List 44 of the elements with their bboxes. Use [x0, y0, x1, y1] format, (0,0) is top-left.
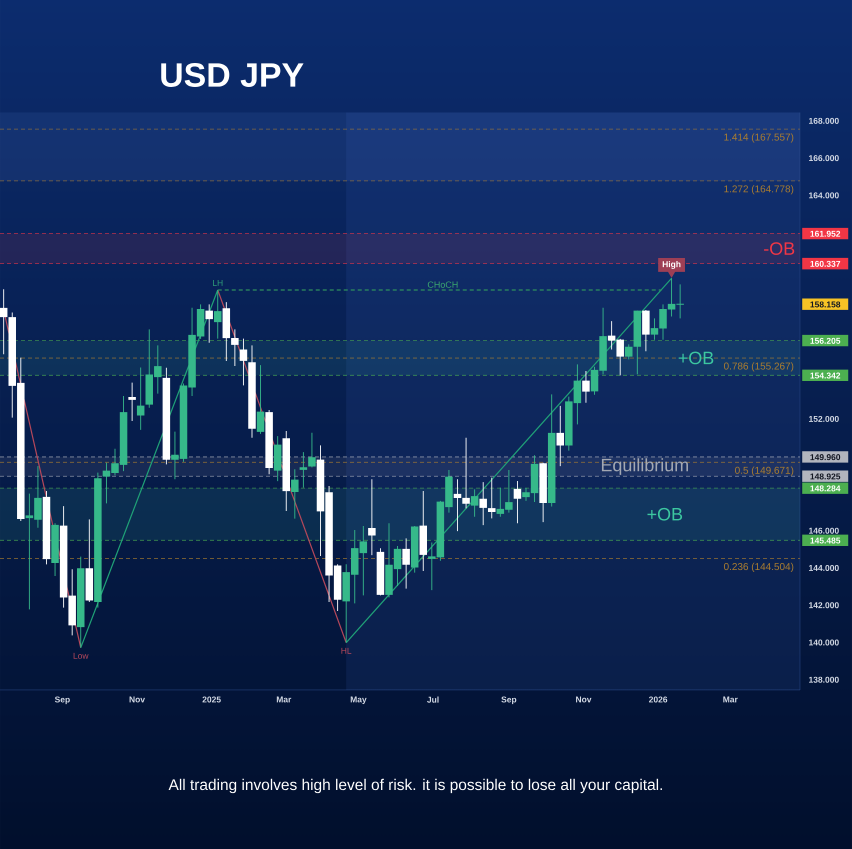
x-tick-label: Nov [130, 696, 145, 702]
band-label: +OB [647, 508, 682, 521]
x-tick-label: Mar [723, 696, 738, 702]
annotation: CHoCH [428, 281, 458, 288]
y-tick-label: 152.000 [809, 416, 839, 422]
annotation: LH [213, 280, 222, 286]
ref-line-label: 148.925 [810, 473, 840, 480]
x-tick-label: Nov [576, 696, 592, 702]
ref-line-label: 160.337 [810, 260, 840, 267]
y-tick-label: 144.000 [809, 564, 839, 571]
annotation: High [662, 260, 680, 269]
x-tick-label: 2025 [202, 696, 221, 702]
x-tick-label: Mar [276, 696, 292, 702]
annotation: 1.414 (167.557) [724, 133, 794, 143]
x-tick-label: Sep [501, 696, 516, 704]
y-tick-label: 138.000 [809, 676, 839, 683]
ref-line-label: 154.342 [810, 372, 840, 379]
x-tick-label: Sep [54, 696, 70, 704]
y-tick-label: 164.000 [809, 192, 839, 198]
y-tick-label: 142.000 [809, 602, 839, 608]
x-tick-label: 2026 [648, 696, 668, 702]
text: All trading involves high level of risk. it is possible to lose all your capital. [168, 778, 662, 794]
ref-line-label: 149.960 [810, 454, 840, 460]
band-label: -OB [764, 242, 794, 255]
chart-title: USD JPY [161, 62, 304, 87]
y-tick-label: 146.000 [809, 528, 839, 534]
y-tick-label: 168.000 [809, 118, 839, 124]
y-tick-label: 140.000 [809, 639, 839, 646]
annotation: HL [341, 648, 352, 654]
annotation: 0.5 (149.671) [735, 466, 794, 476]
ref-line-label: 156.205 [810, 338, 840, 344]
band-label: Equilibrium [602, 458, 688, 475]
annotation: 0.236 (144.504) [724, 562, 794, 572]
ref-line-label: 148.284 [810, 485, 840, 492]
annotation: Low [74, 652, 89, 659]
band-label: +OB [678, 352, 714, 364]
ref-line-label: 145.485 [810, 538, 840, 544]
x-tick-label: Jul [427, 696, 439, 703]
x-tick-label: May [350, 696, 367, 704]
ref-line-label: 161.952 [810, 230, 840, 237]
text: 158.158 [810, 301, 840, 308]
annotation: 0.786 (155.267) [724, 362, 794, 372]
y-tick-label: 166.000 [809, 155, 839, 162]
annotation: 1.272 (164.778) [724, 185, 794, 194]
